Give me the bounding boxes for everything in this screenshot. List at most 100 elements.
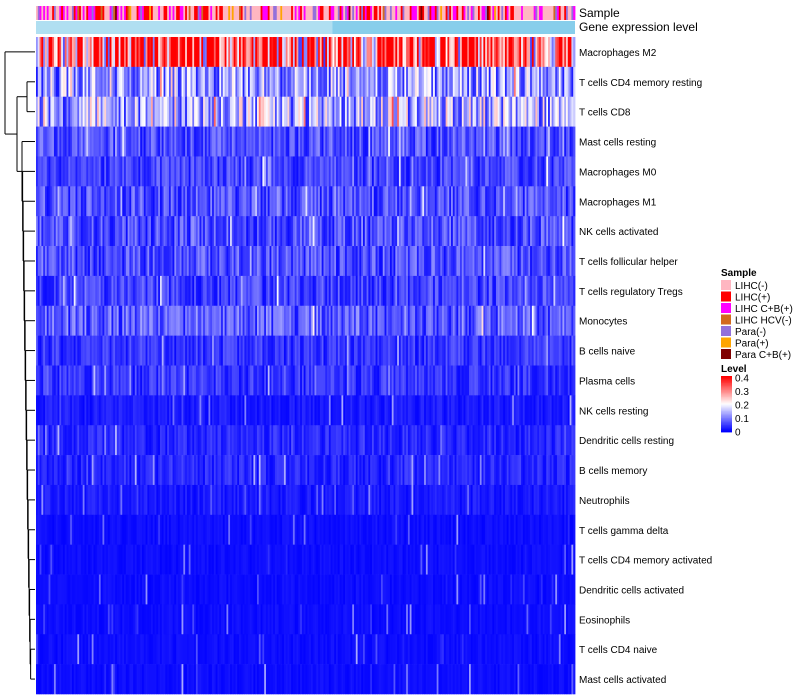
heatmap-cell (165, 96, 168, 127)
heatmap-cell (188, 66, 191, 98)
heatmap-cell (440, 37, 443, 68)
heatmap-cell (55, 425, 58, 456)
heatmap-cell (343, 305, 346, 336)
heatmap-cell (53, 246, 57, 277)
heatmap-cell (115, 96, 118, 127)
heatmap-cell (62, 156, 66, 187)
heatmap-cell (149, 484, 152, 516)
heatmap-cell (150, 186, 154, 217)
heatmap-cell (143, 275, 146, 307)
heatmap-cell (332, 335, 335, 366)
heatmap-cell (508, 126, 511, 157)
heatmap-cell (569, 96, 572, 127)
heatmap-cell (194, 365, 197, 396)
heatmap-cell (515, 37, 518, 68)
heatmap-cell (447, 305, 450, 336)
heatmap-cell (127, 216, 130, 247)
heatmap-cell (404, 216, 407, 247)
heatmap-cell (307, 156, 310, 187)
heatmap-cell (362, 216, 366, 247)
heatmap-cell (334, 186, 337, 217)
heatmap-cell (106, 186, 109, 217)
heatmap-cell (424, 96, 427, 127)
heatmap-cell (413, 156, 416, 187)
heatmap-cell (287, 305, 290, 336)
heatmap-cell (120, 246, 123, 277)
sample-annotation-cell (391, 6, 394, 20)
heatmap-cell (122, 216, 125, 247)
heatmap-cell (136, 216, 139, 247)
heatmap-cell (404, 246, 407, 277)
heatmap-cell (118, 37, 121, 68)
heatmap-cell (39, 455, 42, 486)
heatmap-cell (131, 246, 134, 277)
heatmap-cell (515, 96, 518, 127)
heatmap-cell (262, 335, 265, 366)
heatmap-cell (348, 305, 351, 336)
heatmap-cell (61, 37, 64, 68)
heatmap-cell (318, 96, 321, 127)
heatmap-cell (442, 455, 445, 486)
heatmap-cell (98, 126, 102, 157)
heatmap-cell (134, 246, 138, 277)
heatmap-cell (138, 186, 141, 217)
heatmap-cell (98, 96, 102, 127)
heatmap-cell (91, 455, 94, 486)
heatmap-cell (395, 216, 398, 247)
heatmap-cell (339, 186, 342, 217)
heatmap-cell (345, 365, 348, 396)
heatmap-cell (440, 96, 443, 127)
heatmap-cell (528, 246, 531, 277)
heatmap-cell (170, 305, 173, 336)
heatmap-cell (451, 186, 454, 217)
heatmap-cell (64, 66, 67, 98)
heatmap-cell (569, 425, 572, 456)
heatmap-cell (456, 156, 459, 187)
heatmap-cell (64, 156, 67, 187)
heatmap-cell (269, 37, 272, 68)
heatmap-cell (192, 156, 195, 187)
heatmap-cell (375, 425, 378, 456)
heatmap-cell (109, 246, 112, 277)
heatmap-cell (402, 455, 405, 486)
heatmap-cell (350, 66, 353, 98)
heatmap-cell (256, 305, 260, 336)
heatmap-cell (495, 186, 499, 217)
heatmap-cell (524, 395, 527, 426)
heatmap-cell (359, 305, 362, 336)
heatmap-cell (548, 156, 551, 187)
heatmap-cell (467, 305, 470, 336)
heatmap-cell (104, 96, 107, 127)
heatmap-cell (186, 395, 190, 426)
heatmap-cell (510, 37, 513, 68)
heatmap-cell (542, 455, 545, 486)
heatmap-cell (143, 216, 146, 247)
heatmap-cell (265, 425, 269, 456)
sample-annotation-cell (62, 6, 66, 20)
heatmap-cell (115, 216, 118, 247)
heatmap-cell (80, 37, 84, 68)
heatmap-cell (539, 335, 542, 366)
heatmap-cell (379, 425, 382, 456)
heatmap-cell (366, 305, 369, 336)
heatmap-cell (291, 216, 294, 247)
heatmap-cell (352, 126, 355, 157)
heatmap-cell (57, 216, 60, 247)
heatmap-cell (382, 335, 385, 366)
heatmap-cell (300, 365, 303, 396)
heatmap-cell (490, 216, 493, 247)
heatmap-cell (452, 246, 456, 277)
heatmap-cell (46, 216, 49, 247)
heatmap-cell (544, 246, 547, 277)
heatmap-cell (553, 305, 556, 336)
heatmap-cell (253, 425, 256, 456)
heatmap-cell (314, 305, 317, 336)
heatmap-cell (549, 246, 553, 277)
heatmap-cell (188, 335, 191, 366)
heatmap-cell (508, 275, 511, 307)
heatmap-cell (301, 455, 305, 486)
heatmap-cell (204, 275, 208, 307)
heatmap-cell (88, 156, 91, 187)
sample-annotation-cell (226, 6, 229, 20)
heatmap-cell (188, 305, 191, 336)
